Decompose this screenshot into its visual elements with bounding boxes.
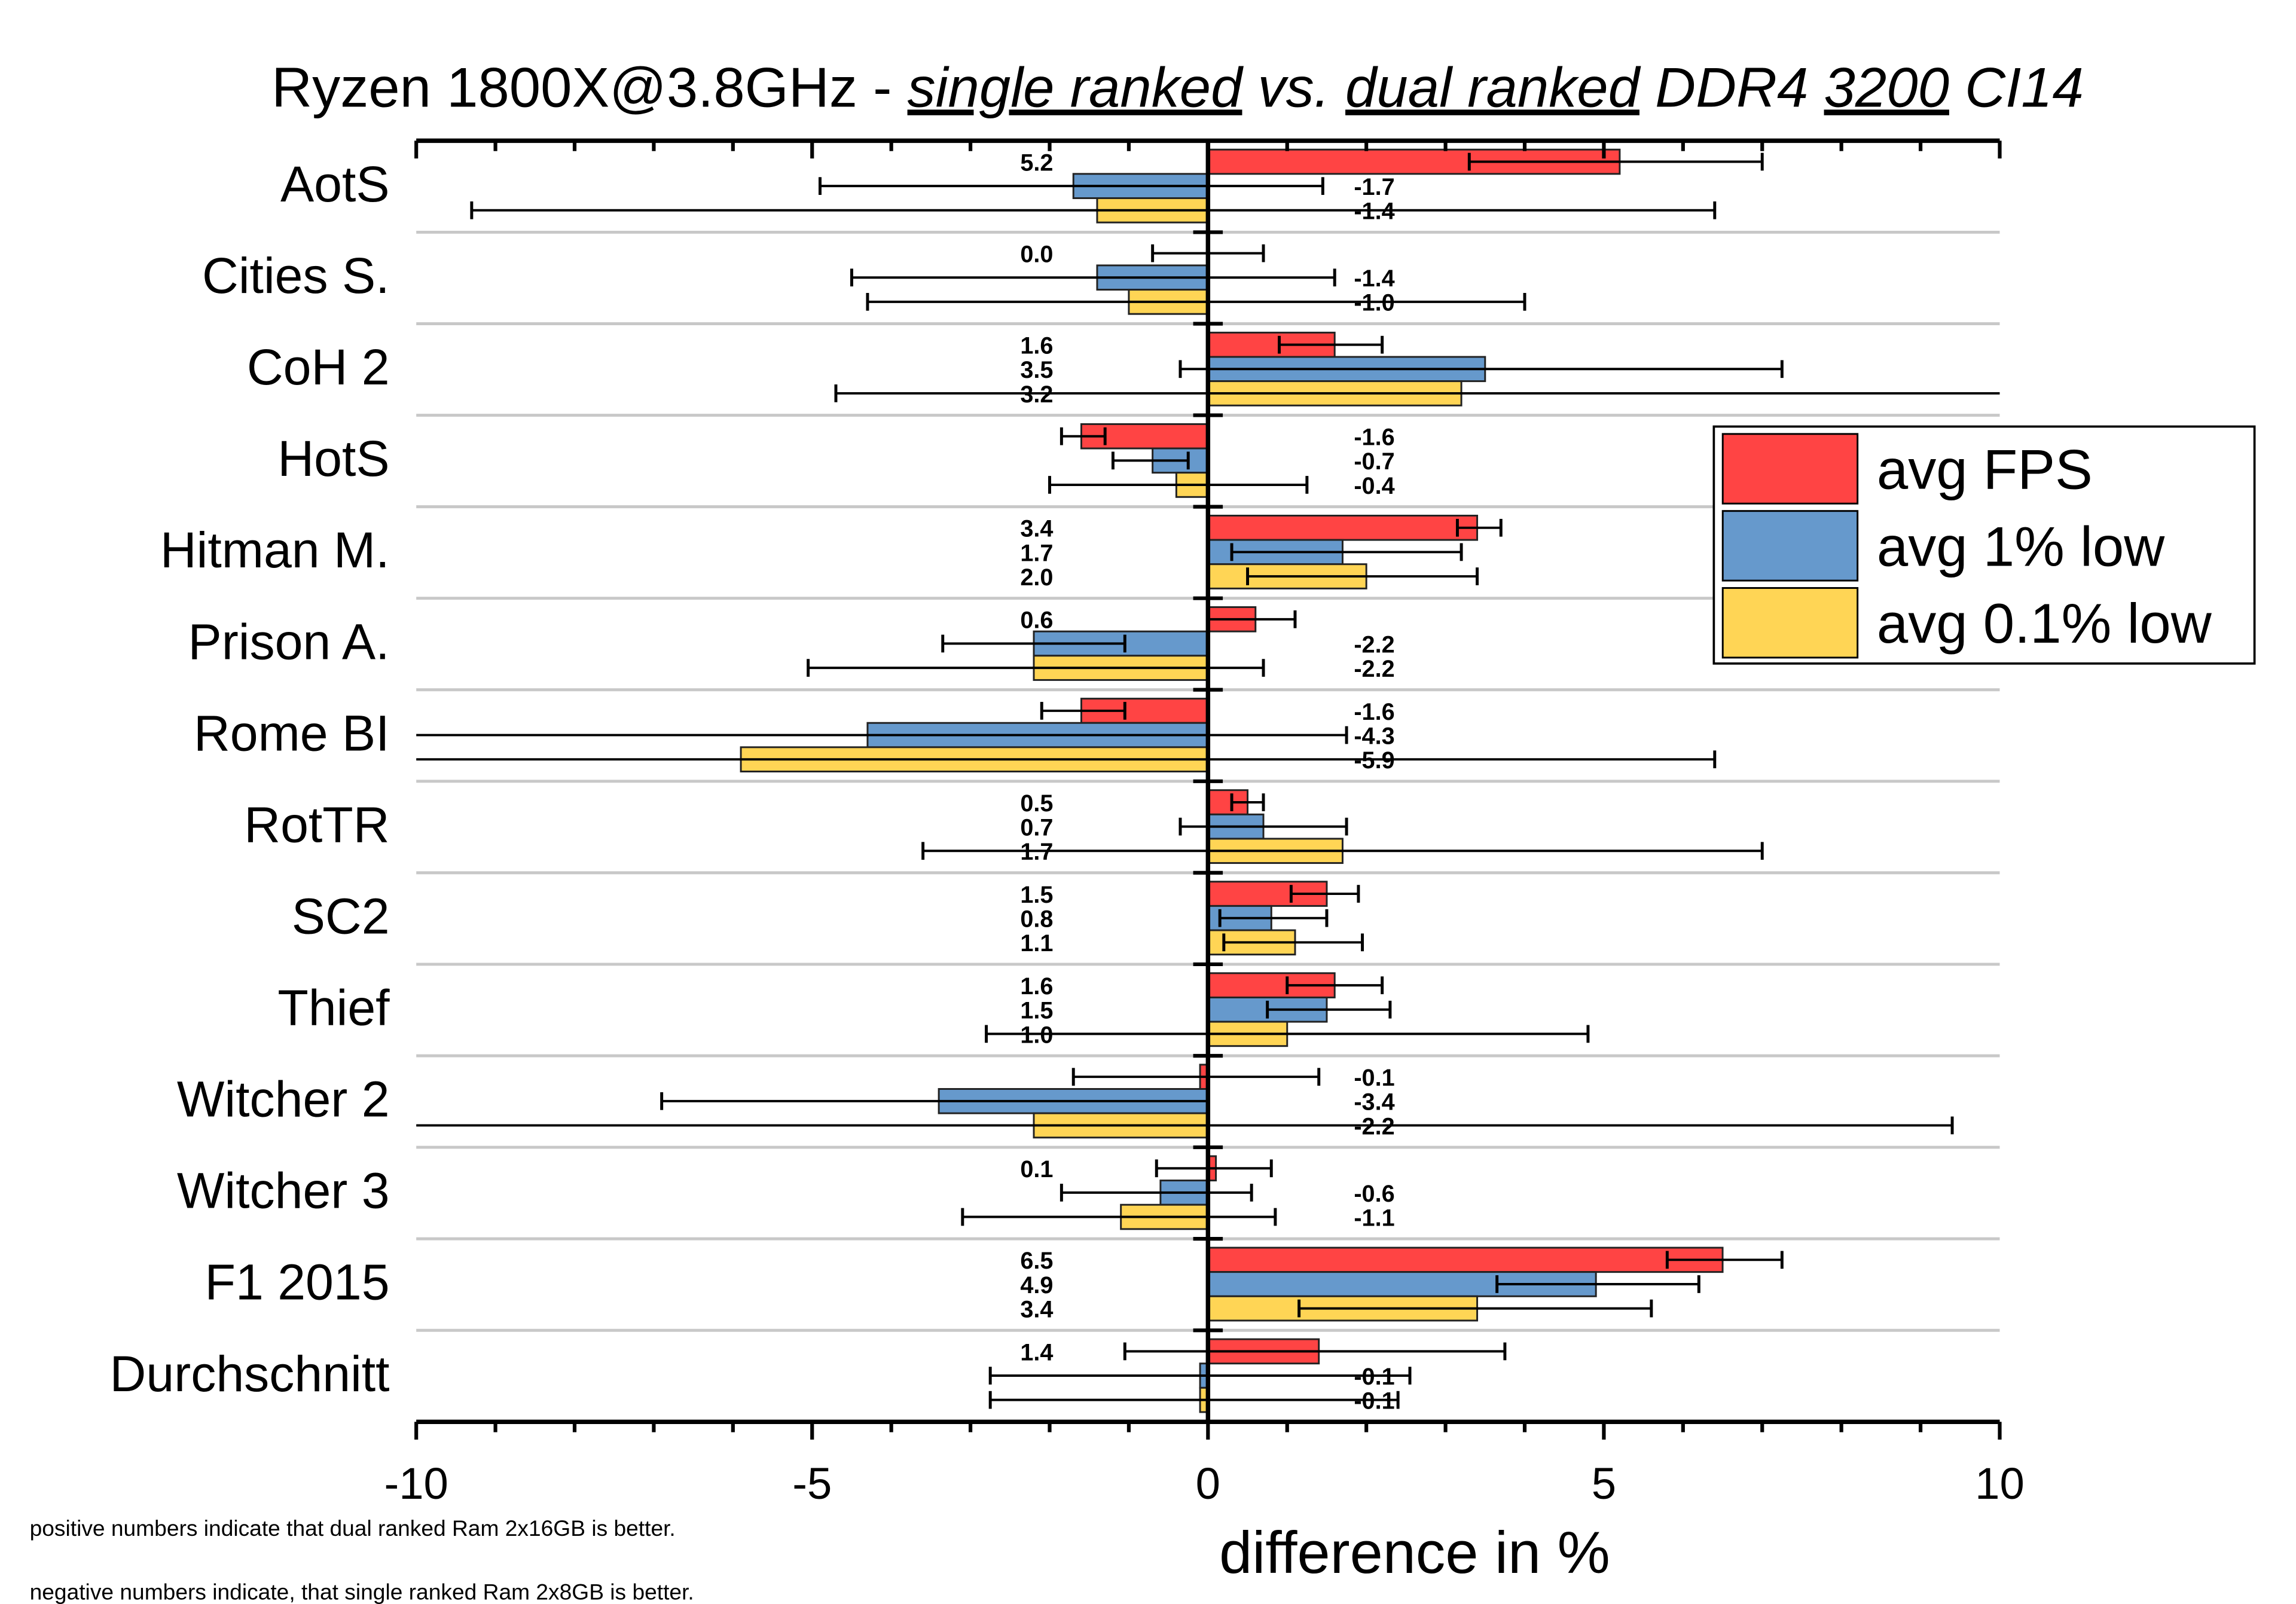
data-label: 0.0 (1020, 241, 1053, 267)
data-label: 1.7 (1020, 540, 1053, 566)
data-label: 0.8 (1020, 906, 1053, 933)
data-label: -2.2 (1354, 1113, 1394, 1139)
data-label: 4.9 (1020, 1272, 1053, 1299)
x-tick-label: 0 (1196, 1459, 1220, 1508)
data-label: -1.0 (1354, 290, 1394, 316)
bar-avg-fps (1207, 1246, 1724, 1273)
bar-avg-fps (1207, 514, 1479, 541)
data-label: -3.4 (1354, 1089, 1394, 1116)
data-label: -1.4 (1354, 198, 1394, 225)
data-label: -1.6 (1354, 424, 1394, 451)
data-label: 0.5 (1020, 790, 1053, 817)
legend: avg FPS avg 1% low avg 0.1% low (1712, 425, 2256, 665)
category-label: F1 2015 (205, 1254, 390, 1310)
legend-swatch (1721, 510, 1859, 582)
data-label: -0.1 (1354, 1388, 1394, 1414)
title-single-ranked: single ranked (908, 56, 1244, 118)
legend-label: avg FPS (1877, 438, 2093, 501)
category-label: Cities S. (202, 248, 390, 304)
x-tick-label: -5 (792, 1459, 832, 1508)
category-label: Witcher 3 (177, 1163, 390, 1219)
data-label: 3.5 (1020, 357, 1053, 383)
data-label: -4.3 (1354, 723, 1394, 749)
legend-label: avg 0.1% low (1877, 592, 2212, 655)
data-label: 1.6 (1020, 333, 1053, 359)
footnote-negative: negative numbers indicate, that single r… (30, 1579, 694, 1604)
x-axis-label: difference in % (1219, 1519, 1610, 1585)
data-label: -1.7 (1354, 174, 1394, 200)
category-label: Thief (277, 980, 390, 1036)
title-3200: 3200 (1824, 56, 1949, 118)
category-label: Durchschnitt (110, 1346, 390, 1402)
category-label: SC2 (292, 888, 390, 944)
data-label: -1.4 (1354, 265, 1394, 292)
title-ci14: CI14 (1949, 56, 2084, 118)
category-label: RotTR (244, 796, 389, 853)
data-label: 0.6 (1020, 607, 1053, 634)
x-tick-label: -10 (384, 1459, 448, 1508)
legend-swatch (1721, 587, 1859, 659)
data-label: -2.2 (1354, 631, 1394, 658)
category-label: Prison A. (188, 613, 390, 670)
title-vs: vs. (1242, 56, 1345, 118)
data-label: 3.2 (1020, 381, 1053, 408)
data-label: -0.6 (1354, 1181, 1394, 1207)
x-tick-label: 10 (1975, 1459, 2025, 1508)
title-ddr4: DDR4 (1639, 56, 1824, 118)
data-label: -0.4 (1354, 473, 1394, 499)
data-label: 5.2 (1020, 149, 1053, 176)
data-label: 3.4 (1020, 516, 1053, 542)
data-label: 2.0 (1020, 564, 1053, 591)
data-label: -0.1 (1354, 1065, 1394, 1091)
data-label: 3.4 (1020, 1296, 1053, 1322)
category-label: Hitman M. (160, 522, 390, 578)
data-label: 6.5 (1020, 1248, 1053, 1274)
data-label: 1.5 (1020, 882, 1053, 908)
legend-swatch (1721, 433, 1859, 505)
data-label: 1.7 (1020, 839, 1053, 865)
data-label: 1.4 (1020, 1339, 1053, 1365)
data-label: -0.1 (1354, 1364, 1394, 1390)
x-tick-label: 5 (1592, 1459, 1616, 1508)
category-label: AotS (280, 156, 390, 212)
category-label: Witcher 2 (177, 1071, 390, 1128)
title-prefix: Ryzen 1800X@3.8GHz - (271, 56, 907, 118)
data-label: 0.1 (1020, 1156, 1053, 1183)
category-label: Rome BI (194, 705, 390, 761)
data-label: 1.6 (1020, 973, 1053, 1000)
data-label: -0.7 (1354, 448, 1394, 475)
data-label: 1.1 (1020, 930, 1053, 957)
data-label: 0.7 (1020, 814, 1053, 841)
footnote-positive: positive numbers indicate that dual rank… (30, 1516, 676, 1541)
chart-title: Ryzen 1800X@3.8GHz - single ranked vs. d… (271, 56, 2084, 118)
data-label: 1.0 (1020, 1022, 1053, 1048)
category-label: HotS (277, 430, 389, 487)
data-label: -1.1 (1354, 1205, 1394, 1231)
data-label: -2.2 (1354, 656, 1394, 682)
data-label: 1.5 (1020, 998, 1053, 1024)
data-label: -1.6 (1354, 699, 1394, 725)
legend-label: avg 1% low (1877, 515, 2165, 578)
data-label: -5.9 (1354, 747, 1394, 774)
title-dual-ranked: dual ranked (1345, 56, 1641, 118)
category-label: CoH 2 (247, 339, 390, 395)
